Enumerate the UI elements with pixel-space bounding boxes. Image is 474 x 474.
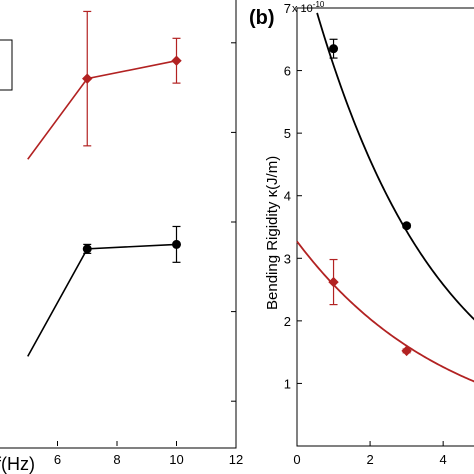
- panel-b-x-ticks: 0 2 4: [293, 441, 447, 467]
- panel-a-x-ticks: 6 8 10 12: [54, 441, 243, 467]
- panel-b-x-tick-label: 2: [366, 452, 373, 467]
- panel-b-y-tick-label: 3: [284, 251, 291, 266]
- panel-a-x-axis-label: f(Hz): [0, 454, 35, 474]
- panel-a-x-tick-label: 8: [113, 452, 120, 467]
- panel-b-y-tick-label: 5: [284, 126, 291, 141]
- panel-a-series-1-point-2: [172, 239, 181, 249]
- panel-a-series-1-line: [27, 243, 177, 357]
- panel-b-series-1-point-1: [401, 345, 412, 357]
- panel-b-series-0-point-0: [329, 44, 339, 54]
- panel-b-axes-box: [296, 7, 474, 447]
- panel-a-marks: [27, 10, 182, 357]
- panel-b-scale-label: x 10-10: [292, 0, 325, 15]
- panel-a-y-ticks: [231, 42, 236, 402]
- panel-a-x-tick-label: 6: [54, 452, 61, 467]
- panel-a-x-tick-label: 12: [229, 452, 243, 467]
- panel-b-series-1-point-0: [328, 276, 339, 288]
- panel-b-label: (b): [249, 7, 275, 29]
- panel-b-x-tick-label: 4: [440, 452, 447, 467]
- panel-a-series-1-point-1: [82, 244, 92, 254]
- panel-a-x-tick-label: 10: [169, 452, 183, 467]
- panel-b-y-axis-label: Bending Rigidity κ(J/m): [264, 156, 281, 310]
- panel-a-series-0-line: [27, 59, 177, 160]
- panel-a-legend-box: [0, 39, 13, 91]
- panel-b-y-tick-label: 2: [284, 314, 291, 329]
- panel-a-axes-box: [0, 0, 237, 449]
- panel-a: f(Hz) 6 8 10 12: [0, 0, 243, 474]
- panel-b-x-tick-label: 0: [293, 452, 300, 467]
- panel-b-marks: [296, 12, 474, 383]
- panel-a-series-0-point-2: [171, 55, 182, 66]
- panel-a-series-0-point-1: [82, 73, 93, 84]
- panel-b-series-0-fit-curve: [316, 12, 474, 321]
- panel-b: (b) x 10-10 Bending Rigidity κ(J/m) 1 2 3 4…: [249, 0, 474, 467]
- panel-b-y-ticks: 1 2 3 4 5 6 7: [284, 1, 302, 447]
- panel-b-y-tick-label: 1: [284, 376, 291, 391]
- panel-b-series-1-fit-curve: [296, 240, 474, 383]
- panel-b-y-tick-label: 6: [284, 64, 291, 79]
- panel-b-y-tick-label: 4: [284, 189, 291, 204]
- panel-b-y-tick-label: 7: [284, 1, 291, 16]
- panel-b-series-0-point-1: [402, 221, 412, 231]
